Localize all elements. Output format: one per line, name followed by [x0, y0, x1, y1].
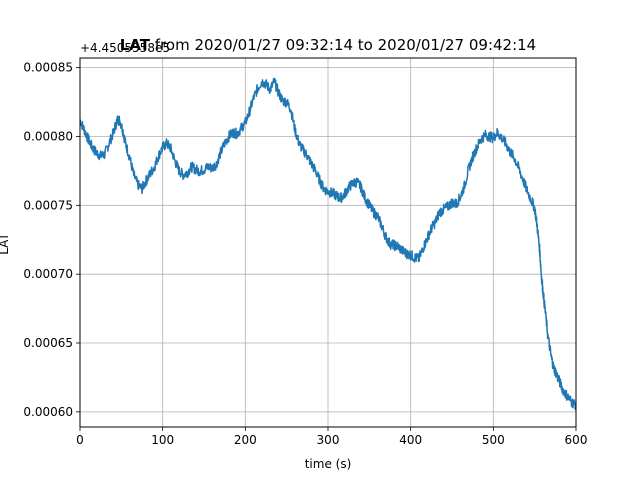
chart-title-bold: LAT: [120, 36, 151, 54]
x-tick-label: 100: [151, 433, 174, 447]
y-tick-label: 0.00065: [23, 336, 73, 350]
x-tick-label: 400: [399, 433, 422, 447]
y-axis-label: LAT: [0, 233, 11, 255]
x-tick-label: 0: [76, 433, 84, 447]
axis-ticks: 0 100 200 300 400 500 600 0.00060 0.00065 0.00070…: [23, 61, 587, 447]
y-tick-label: 0.00085: [23, 61, 73, 75]
y-tick-label: 0.00070: [23, 267, 73, 281]
y-tick-label: 0.00060: [23, 405, 73, 419]
x-axis-label: time (s): [305, 457, 352, 471]
chart-title: LAT from 2020/01/27 09:32:14 to 2020/01/…: [120, 36, 536, 54]
x-tick-label: 600: [565, 433, 588, 447]
series-line: [79, 77, 577, 411]
y-offset-text: +4.4505558e5: [80, 41, 170, 55]
y-tick-label: 0.00075: [23, 198, 73, 212]
x-tick-label: 200: [234, 433, 257, 447]
x-tick-label: 500: [482, 433, 505, 447]
chart-title-rest: from 2020/01/27 09:32:14 to 2020/01/27 0…: [150, 36, 536, 54]
series-group: [79, 77, 577, 411]
x-tick-label: 300: [317, 433, 340, 447]
y-tick-label: 0.00080: [23, 129, 73, 143]
